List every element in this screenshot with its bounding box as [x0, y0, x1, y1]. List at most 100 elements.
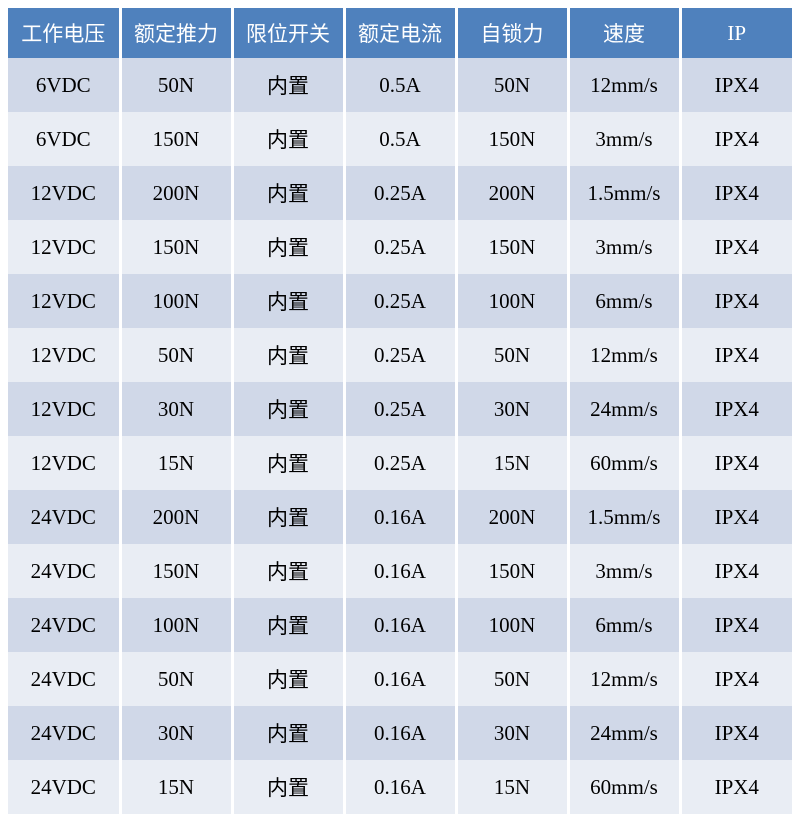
table-cell: 内置 — [232, 760, 344, 814]
table-cell: 150N — [456, 544, 568, 598]
table-cell: 0.25A — [344, 436, 456, 490]
table-cell: 100N — [456, 274, 568, 328]
table-cell: 0.5A — [344, 112, 456, 166]
table-row: 12VDC200N内置0.25A200N1.5mm/sIPX4 — [8, 166, 792, 220]
table-cell: 24VDC — [8, 706, 120, 760]
table-cell: 12VDC — [8, 382, 120, 436]
table-body: 6VDC50N内置0.5A50N12mm/sIPX46VDC150N内置0.5A… — [8, 58, 792, 814]
table-cell: 12VDC — [8, 166, 120, 220]
table-cell: 30N — [456, 706, 568, 760]
table-cell: IPX4 — [680, 598, 792, 652]
table-cell: 0.16A — [344, 706, 456, 760]
table-cell: 12mm/s — [568, 58, 680, 112]
table-cell: 12VDC — [8, 436, 120, 490]
table-cell: 0.16A — [344, 598, 456, 652]
table-cell: IPX4 — [680, 760, 792, 814]
table-cell: 内置 — [232, 544, 344, 598]
col-current: 额定电流 — [344, 8, 456, 58]
table-row: 24VDC15N内置0.16A15N60mm/sIPX4 — [8, 760, 792, 814]
table-cell: 3mm/s — [568, 544, 680, 598]
col-limit-switch: 限位开关 — [232, 8, 344, 58]
table-cell: 内置 — [232, 706, 344, 760]
col-thrust: 额定推力 — [120, 8, 232, 58]
table-cell: 内置 — [232, 220, 344, 274]
table-cell: 内置 — [232, 598, 344, 652]
table-cell: 6mm/s — [568, 598, 680, 652]
table-cell: IPX4 — [680, 382, 792, 436]
table-row: 6VDC50N内置0.5A50N12mm/sIPX4 — [8, 58, 792, 112]
table-cell: 30N — [456, 382, 568, 436]
table-cell: 24mm/s — [568, 382, 680, 436]
table-cell: 100N — [120, 598, 232, 652]
table-cell: 内置 — [232, 166, 344, 220]
table-cell: 15N — [456, 436, 568, 490]
col-speed: 速度 — [568, 8, 680, 58]
table-cell: 50N — [456, 58, 568, 112]
table-row: 12VDC150N内置0.25A150N3mm/sIPX4 — [8, 220, 792, 274]
table-cell: IPX4 — [680, 328, 792, 382]
table-cell: IPX4 — [680, 652, 792, 706]
table-cell: 50N — [120, 328, 232, 382]
table-cell: 0.16A — [344, 652, 456, 706]
table-cell: 15N — [120, 760, 232, 814]
table-cell: IPX4 — [680, 274, 792, 328]
table-cell: IPX4 — [680, 58, 792, 112]
table-cell: 200N — [456, 166, 568, 220]
table-cell: 12VDC — [8, 274, 120, 328]
table-cell: 24VDC — [8, 544, 120, 598]
table-cell: 150N — [120, 112, 232, 166]
table-cell: 150N — [120, 220, 232, 274]
table-cell: 50N — [456, 652, 568, 706]
table-cell: 0.25A — [344, 274, 456, 328]
table-cell: 1.5mm/s — [568, 166, 680, 220]
table-cell: 内置 — [232, 58, 344, 112]
table-cell: IPX4 — [680, 436, 792, 490]
table-row: 24VDC50N内置0.16A50N12mm/sIPX4 — [8, 652, 792, 706]
col-voltage: 工作电压 — [8, 8, 120, 58]
table-cell: 6VDC — [8, 112, 120, 166]
table-cell: 3mm/s — [568, 112, 680, 166]
table-cell: 24mm/s — [568, 706, 680, 760]
table-row: 24VDC30N内置0.16A30N24mm/sIPX4 — [8, 706, 792, 760]
table-cell: 0.16A — [344, 490, 456, 544]
table-cell: 30N — [120, 382, 232, 436]
table-cell: 24VDC — [8, 760, 120, 814]
table-cell: IPX4 — [680, 490, 792, 544]
table-cell: 0.16A — [344, 760, 456, 814]
table-cell: 150N — [120, 544, 232, 598]
col-self-lock: 自锁力 — [456, 8, 568, 58]
table-cell: 内置 — [232, 112, 344, 166]
table-cell: 12VDC — [8, 220, 120, 274]
table-row: 24VDC200N内置0.16A200N1.5mm/sIPX4 — [8, 490, 792, 544]
table-cell: 50N — [456, 328, 568, 382]
table-row: 12VDC30N内置0.25A30N24mm/sIPX4 — [8, 382, 792, 436]
table-row: 12VDC100N内置0.25A100N6mm/sIPX4 — [8, 274, 792, 328]
table-cell: IPX4 — [680, 706, 792, 760]
table-row: 12VDC15N内置0.25A15N60mm/sIPX4 — [8, 436, 792, 490]
table-cell: 200N — [120, 166, 232, 220]
table-cell: 15N — [456, 760, 568, 814]
table-cell: 24VDC — [8, 652, 120, 706]
table-cell: 0.5A — [344, 58, 456, 112]
table-cell: 3mm/s — [568, 220, 680, 274]
table-cell: 0.25A — [344, 220, 456, 274]
table-cell: 50N — [120, 58, 232, 112]
table-cell: 100N — [456, 598, 568, 652]
table-cell: 200N — [456, 490, 568, 544]
table-cell: 24VDC — [8, 598, 120, 652]
table-row: 6VDC150N内置0.5A150N3mm/sIPX4 — [8, 112, 792, 166]
table-cell: 200N — [120, 490, 232, 544]
table-header-row: 工作电压 额定推力 限位开关 额定电流 自锁力 速度 IP — [8, 8, 792, 58]
table-cell: 6VDC — [8, 58, 120, 112]
table-row: 24VDC150N内置0.16A150N3mm/sIPX4 — [8, 544, 792, 598]
table-cell: 30N — [120, 706, 232, 760]
table-row: 24VDC100N内置0.16A100N6mm/sIPX4 — [8, 598, 792, 652]
table-cell: 0.16A — [344, 544, 456, 598]
table-cell: IPX4 — [680, 544, 792, 598]
table-cell: IPX4 — [680, 112, 792, 166]
table-cell: 24VDC — [8, 490, 120, 544]
table-cell: 150N — [456, 112, 568, 166]
table-cell: 0.25A — [344, 166, 456, 220]
table-cell: 内置 — [232, 652, 344, 706]
table-cell: 内置 — [232, 274, 344, 328]
